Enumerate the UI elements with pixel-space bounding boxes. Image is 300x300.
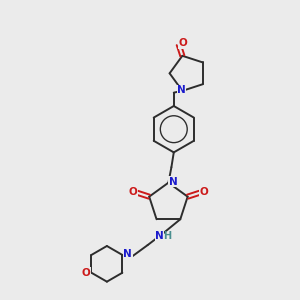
Text: N: N bbox=[155, 231, 164, 241]
Text: O: O bbox=[178, 38, 187, 48]
Text: H: H bbox=[164, 231, 172, 241]
Text: O: O bbox=[82, 268, 91, 278]
Text: N: N bbox=[169, 177, 178, 187]
Text: O: O bbox=[199, 187, 208, 197]
Text: N: N bbox=[177, 85, 186, 95]
Text: N: N bbox=[123, 249, 132, 259]
Text: O: O bbox=[129, 187, 137, 197]
